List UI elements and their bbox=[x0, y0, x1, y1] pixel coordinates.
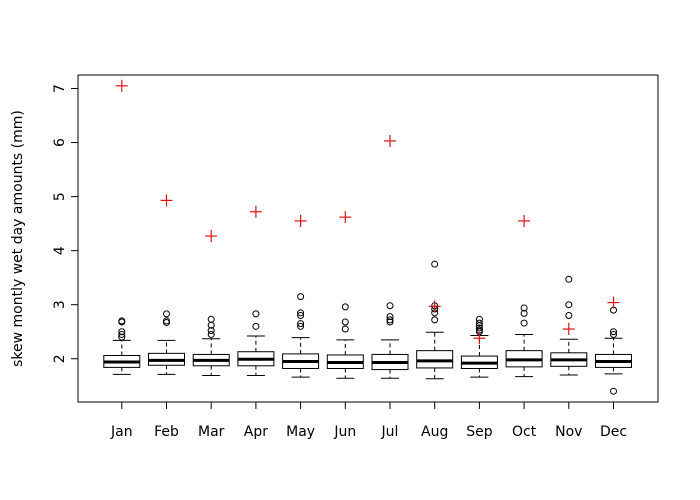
x-tick-label: Nov bbox=[555, 424, 582, 440]
box-oct bbox=[505, 304, 543, 378]
outlier-point bbox=[118, 317, 126, 325]
iqr-box bbox=[416, 350, 454, 369]
y-tick-label: 4 bbox=[52, 246, 68, 255]
outlier-point bbox=[475, 315, 483, 323]
x-tick-label: Dec bbox=[600, 424, 627, 440]
x-tick-label: Mar bbox=[198, 424, 225, 440]
box-may bbox=[282, 293, 320, 378]
x-tick-label: Aug bbox=[421, 424, 448, 440]
x-tick-label: May bbox=[286, 424, 315, 440]
plus-marker bbox=[562, 323, 575, 336]
x-tick-label: Jan bbox=[110, 424, 133, 440]
box-mar bbox=[192, 315, 230, 377]
box-apr bbox=[237, 310, 275, 377]
outlier-point bbox=[431, 316, 439, 324]
outlier-point bbox=[297, 320, 305, 328]
plus-marker bbox=[205, 230, 218, 243]
boxes-layer bbox=[103, 260, 632, 395]
plus-markers-layer bbox=[115, 79, 620, 345]
outlier-point bbox=[252, 310, 260, 318]
box-nov bbox=[550, 275, 588, 376]
x-tick-label: Sep bbox=[466, 424, 493, 440]
y-axis: 2 3 4 5 6 7 bbox=[52, 84, 79, 363]
outlier-point bbox=[565, 275, 573, 283]
outlier-point bbox=[297, 322, 305, 330]
outlier-point bbox=[431, 260, 439, 268]
outlier-point bbox=[565, 301, 573, 309]
box-jul bbox=[371, 302, 409, 379]
box-feb bbox=[148, 310, 185, 375]
plus-marker bbox=[473, 332, 486, 345]
box-dec bbox=[595, 306, 632, 395]
x-axis: Jan Feb Mar Apr May Jun Jul Aug Sep Oct Nov Dec bbox=[110, 401, 627, 440]
outlier-point bbox=[118, 333, 126, 341]
plus-marker bbox=[160, 194, 173, 207]
outlier-point bbox=[207, 315, 215, 323]
outlier-point bbox=[341, 303, 349, 311]
x-tick-label: Feb bbox=[154, 424, 179, 440]
outlier-point bbox=[207, 330, 215, 338]
x-tick-label: Jun bbox=[333, 424, 356, 440]
y-tick-label: 2 bbox=[52, 354, 68, 363]
x-tick-label: Apr bbox=[244, 424, 268, 440]
outlier-point bbox=[610, 330, 617, 338]
box-sep bbox=[460, 315, 498, 378]
outlier-point bbox=[118, 330, 126, 338]
y-axis-title: skew montly wet day amounts (mm) bbox=[10, 110, 26, 367]
plus-marker bbox=[518, 214, 531, 227]
outlier-point bbox=[297, 293, 305, 301]
outlier-point bbox=[252, 322, 260, 330]
y-tick-label: 3 bbox=[52, 300, 68, 309]
outlier-point bbox=[520, 304, 528, 312]
plus-marker bbox=[384, 134, 396, 147]
plus-marker bbox=[249, 205, 262, 218]
plus-marker bbox=[339, 211, 352, 224]
box-aug bbox=[416, 260, 454, 380]
outlier-point bbox=[297, 312, 305, 320]
outlier-point bbox=[475, 319, 483, 327]
y-tick-label: 7 bbox=[52, 84, 68, 93]
box-jun bbox=[326, 303, 364, 379]
outlier-point bbox=[386, 302, 394, 310]
outlier-point bbox=[520, 319, 528, 327]
y-tick-label: 6 bbox=[52, 138, 68, 147]
plus-marker bbox=[115, 79, 128, 92]
outlier-point bbox=[386, 316, 394, 324]
plus-marker bbox=[428, 300, 441, 313]
plus-marker bbox=[607, 296, 620, 309]
outlier-point bbox=[207, 327, 215, 335]
plus-marker bbox=[294, 214, 307, 227]
outlier-point bbox=[520, 309, 528, 317]
outlier-point bbox=[163, 317, 170, 325]
y-tick-label: 5 bbox=[52, 192, 68, 201]
outlier-point bbox=[163, 310, 170, 318]
outlier-point bbox=[386, 318, 394, 326]
outlier-point bbox=[341, 325, 349, 333]
outlier-point bbox=[341, 318, 349, 326]
outlier-point bbox=[475, 324, 483, 332]
outlier-point bbox=[297, 309, 305, 317]
outlier-point bbox=[386, 313, 394, 321]
outlier-point bbox=[610, 387, 617, 395]
outlier-point bbox=[118, 328, 126, 336]
outlier-point bbox=[565, 312, 573, 320]
x-tick-label: Oct bbox=[512, 424, 537, 440]
x-tick-label: Jul bbox=[381, 424, 399, 440]
outlier-point bbox=[610, 328, 617, 336]
box-jan bbox=[103, 317, 141, 375]
